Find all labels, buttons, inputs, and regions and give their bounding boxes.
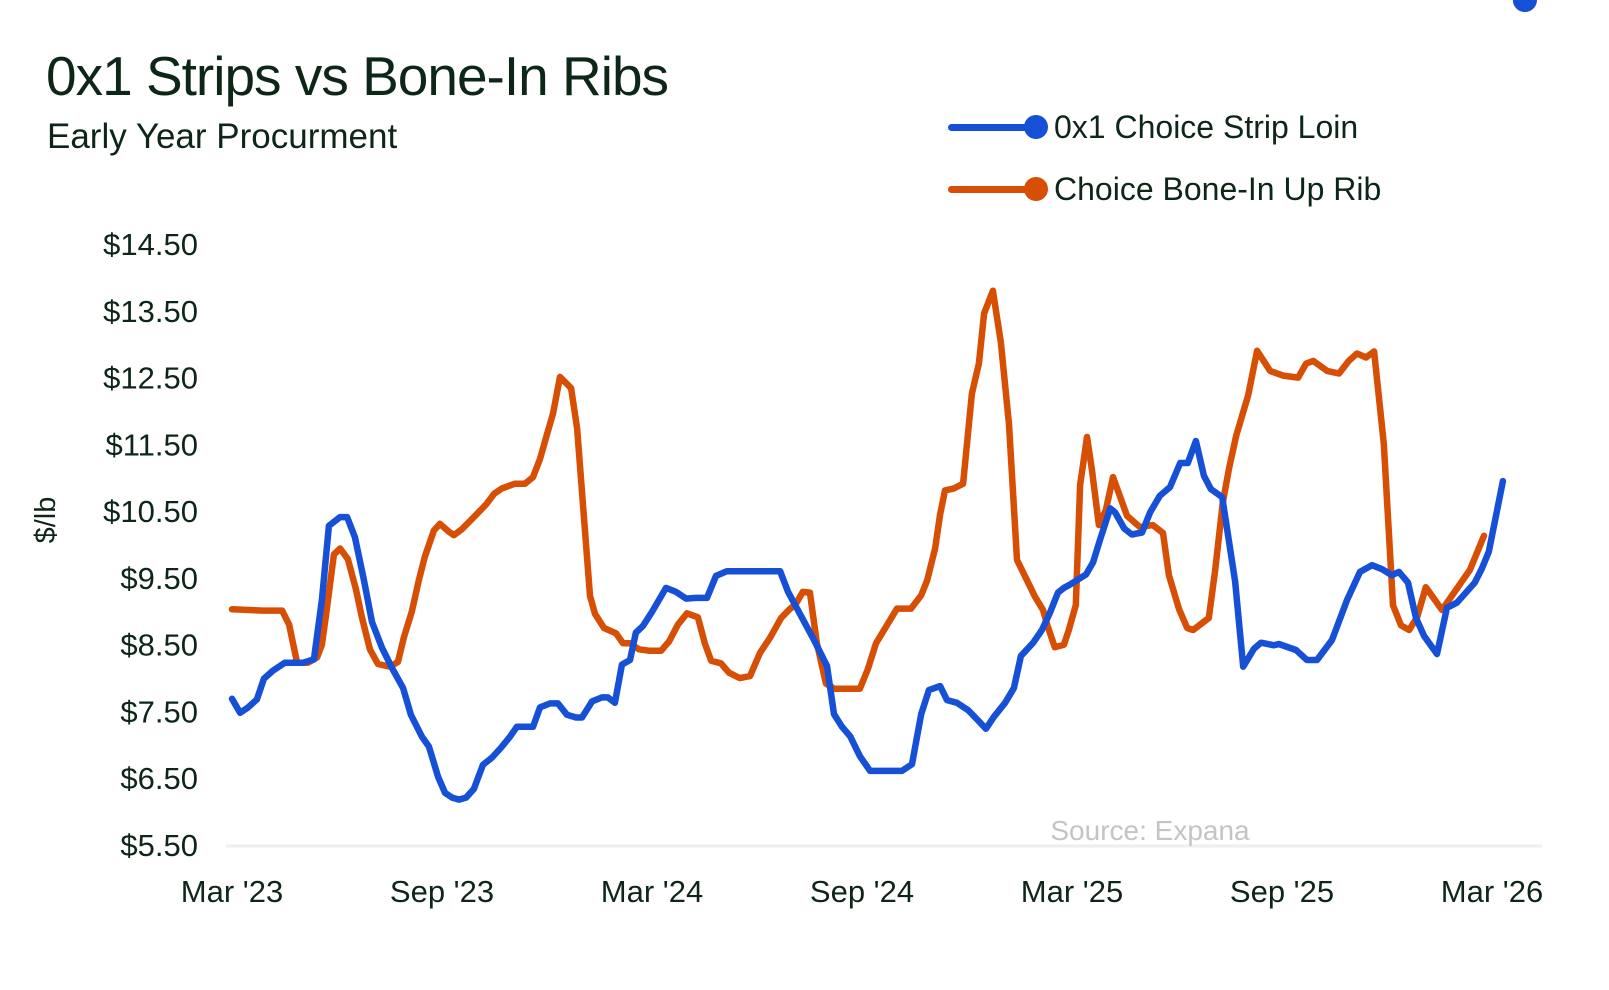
legend-swatch-up-rib [948,177,1052,201]
chart-title: 0x1 Strips vs Bone-In Ribs [46,45,669,107]
y-tick-label: $14.50 [103,227,198,262]
y-tick-label: $12.50 [103,361,198,396]
y-tick-label: $11.50 [105,427,198,462]
series-line-strip-loin [228,437,1507,803]
end-marker-strip-loin [1512,0,1537,12]
x-tick-label: Sep '23 [390,874,494,909]
x-tick-label: Mar '23 [181,874,283,909]
x-axis: Mar '23 Sep '23 Mar '24 Sep '24 Mar '25 Sep '… [181,874,1543,909]
legend-swatch-strip-loin [948,115,1052,139]
y-tick-label: $5.50 [120,828,198,863]
legend-line [948,186,1036,193]
series-line-up-rib [228,287,1488,692]
x-tick-label: Mar '24 [601,874,703,909]
y-tick-label: $6.50 [120,761,198,796]
x-tick-label: Mar '25 [1021,874,1123,909]
x-tick-label: Mar '26 [1441,874,1543,909]
legend: 0x1 Choice Strip Loin Choice Bone-In Up … [948,96,1381,220]
legend-label-up-rib: Choice Bone-In Up Rib [1054,170,1382,207]
y-tick-label: $13.50 [103,294,198,329]
series-group [228,0,1537,803]
legend-item-strip-loin: 0x1 Choice Strip Loin [948,96,1381,158]
y-tick-label: $8.50 [120,628,198,663]
legend-dot [1024,115,1048,139]
y-axis: $5.50 $6.50 $7.50 $8.50 $9.50 $10.50 $11.50 $12… [103,227,198,863]
x-tick-label: Sep '25 [1230,874,1334,909]
legend-item-up-rib: Choice Bone-In Up Rib [948,158,1381,220]
y-axis-label: $/lb [30,497,62,544]
y-tick-label: $7.50 [120,694,198,729]
y-tick-label: $9.50 [120,561,198,596]
source-note: Source: Expana [1050,815,1250,846]
legend-dot [1024,177,1048,201]
chart-subtitle: Early Year Procurment [47,117,398,156]
legend-line [948,124,1036,131]
x-tick-label: Sep '24 [810,874,914,909]
y-tick-label: $10.50 [103,494,198,529]
legend-label-strip-loin: 0x1 Choice Strip Loin [1054,108,1359,145]
